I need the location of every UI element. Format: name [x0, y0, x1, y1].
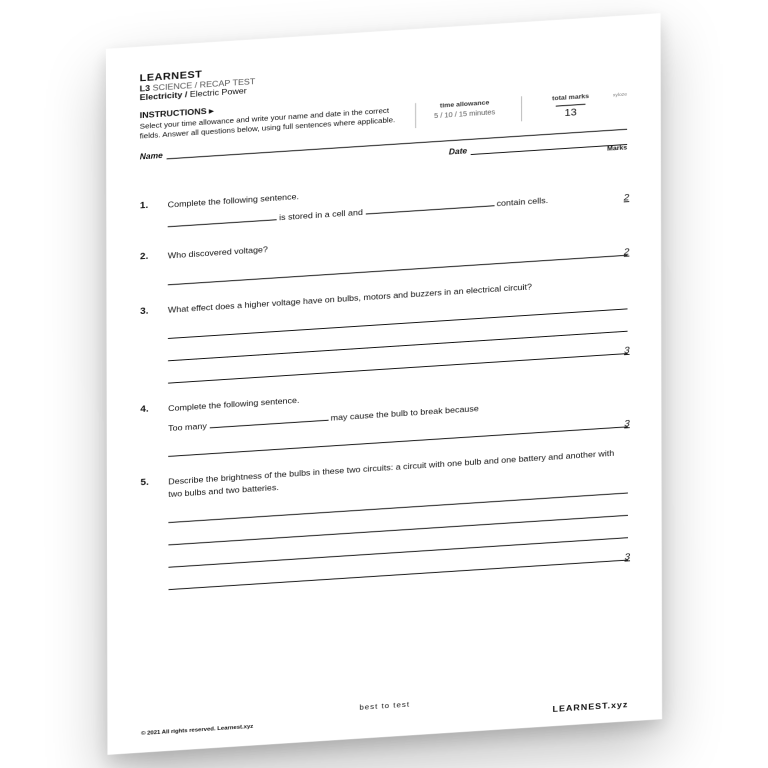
question: 4. Complete the following sentence.Too ma… [140, 374, 627, 459]
date-label: Date [449, 146, 467, 156]
question-mark-value: 2 [624, 193, 630, 203]
question: 3.What effect does a higher voltage have… [140, 275, 627, 385]
question-number: 4. [140, 404, 154, 459]
stage: LEARNEST L3 SCIENCE / RECAP TEST Electri… [0, 0, 768, 768]
fill-text: may cause the bulb to break because [328, 403, 479, 422]
question-body: Complete the following sentence. is stor… [168, 170, 628, 231]
blank-field[interactable] [365, 196, 494, 214]
blank-field[interactable] [168, 210, 277, 227]
fill-text: contain cells. [494, 195, 548, 207]
question-number: 1. [140, 200, 154, 232]
name-label: Name [140, 151, 163, 161]
total-marks-box: total marks 13 [521, 90, 619, 121]
question: 5.Describe the brightness of the bulbs i… [141, 447, 629, 592]
question: 2. Who discovered voltage?2 [140, 221, 627, 287]
marks-column-label: Marks [607, 145, 627, 153]
question: 1. Complete the following sentence. is st… [140, 170, 627, 233]
question-body: Who discovered voltage? [168, 221, 628, 285]
fill-text: Too many [168, 421, 209, 433]
blank-field[interactable] [209, 410, 328, 427]
watermark-tiny: xyloze [613, 92, 627, 98]
time-allowance-box: time allowance 5 / 10 / 15 minutes [415, 97, 513, 128]
footer-brand: LEARNEST.xyz [553, 700, 629, 714]
question-mark-value: 2 [624, 247, 630, 257]
question-number: 3. [140, 305, 154, 385]
topic-main: Electricity [140, 90, 183, 102]
question-number: 5. [141, 477, 155, 591]
question-mark-value: 3 [624, 419, 630, 429]
footer-copyright: © 2021 All rights reserved. Learnest.xyz [141, 724, 253, 737]
worksheet-page: LEARNEST L3 SCIENCE / RECAP TEST Electri… [106, 13, 662, 755]
total-marks-value: 13 [556, 104, 586, 119]
questions-list: 1. Complete the following sentence. is st… [140, 170, 628, 592]
fill-text: is stored in a cell and [277, 207, 366, 222]
question-mark-value: 3 [625, 552, 631, 562]
question-mark-value: 3 [624, 346, 630, 356]
question-body: Describe the brightness of the bulbs in … [168, 447, 628, 590]
question-number: 2. [140, 251, 154, 286]
question-body: What effect does a higher voltage have o… [168, 275, 628, 384]
sheet-wrapper: LEARNEST L3 SCIENCE / RECAP TEST Electri… [106, 13, 662, 755]
question-body: Complete the following sentence.Too many… [168, 374, 628, 457]
